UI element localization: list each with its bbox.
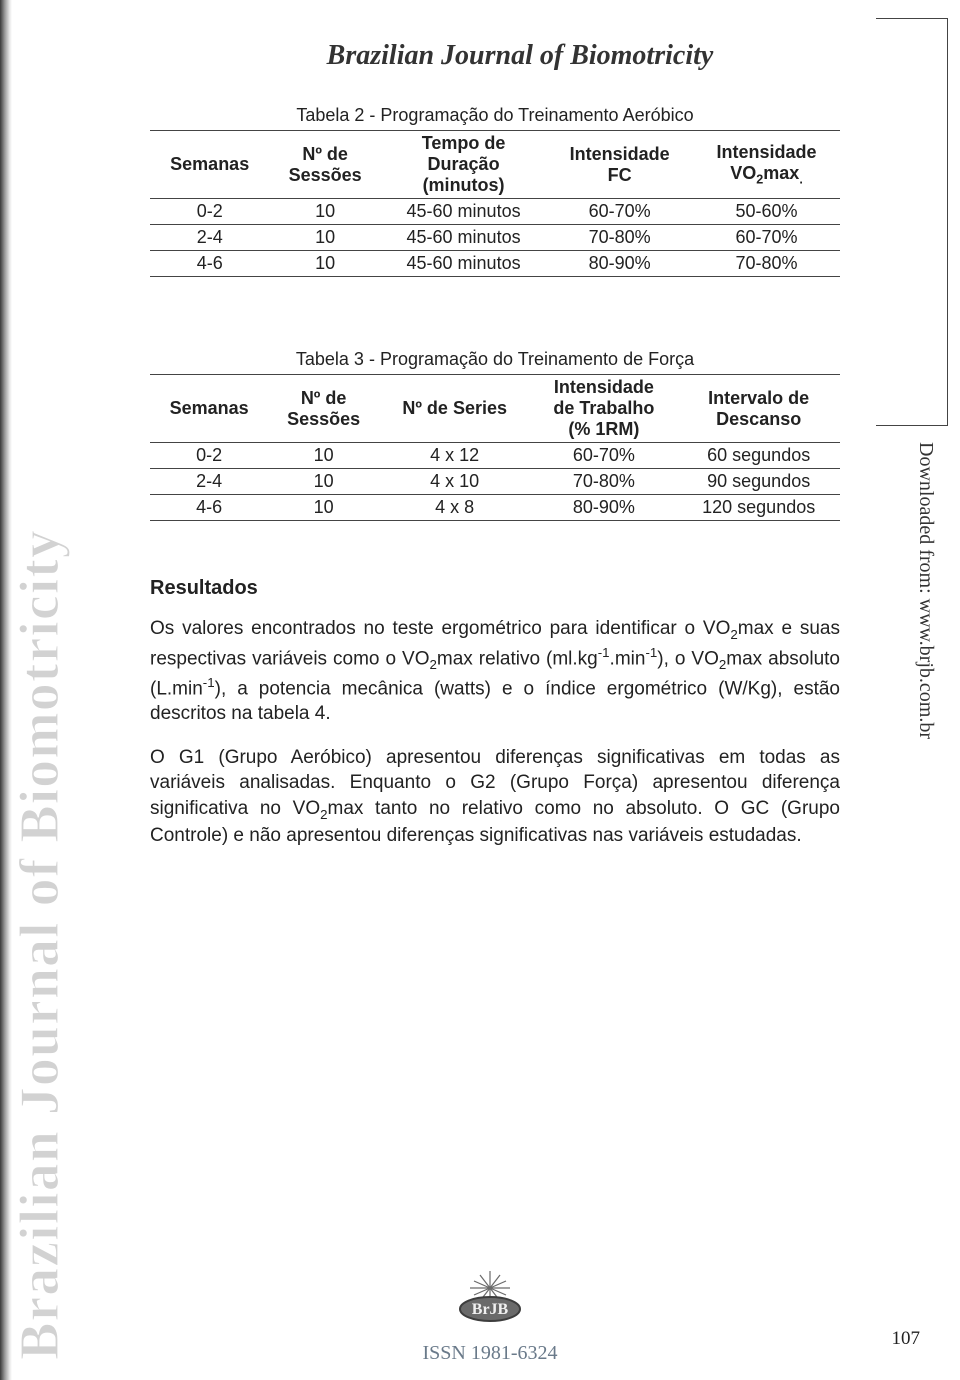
table3-col-0: Semanas — [150, 375, 268, 443]
svg-text:BrJB: BrJB — [472, 1301, 509, 1318]
table-row: 4-6 10 4 x 8 80-90% 120 segundos — [150, 495, 840, 521]
table-row: 2-4 10 4 x 10 70-80% 90 segundos — [150, 469, 840, 495]
table3-col-4: Intervalo deDescanso — [677, 375, 840, 443]
table2-col-1: Nº deSessões — [269, 131, 381, 199]
table3-col-3: Intensidadede Trabalho(% 1RM) — [530, 375, 677, 443]
svg-text:Brazilian Journal of Biomotric: Brazilian Journal of Biomotricity — [18, 529, 71, 1360]
resultados-p1: Os valores encontrados no teste ergométr… — [150, 616, 840, 727]
journal-title: Brazilian Journal of Biomotricity — [170, 40, 870, 72]
page-number: 107 — [892, 1328, 921, 1350]
table2-col-2: Tempo deDuração(minutos) — [381, 131, 546, 199]
table3: Semanas Nº deSessões Nº de Series Intens… — [150, 374, 840, 521]
downloaded-from-label: Downloaded from: www.brjb.com.br — [912, 430, 940, 1030]
resultados-p2: O G1 (Grupo Aeróbico) apresentou diferen… — [150, 745, 840, 849]
table-row: 4-6 10 45-60 minutos 80-90% 70-80% — [150, 251, 840, 277]
table-row: 2-4 10 45-60 minutos 70-80% 60-70% — [150, 225, 840, 251]
footer-issn: ISSN 1981-6324 — [360, 1342, 620, 1365]
table2: Semanas Nº deSessões Tempo deDuração(min… — [150, 130, 840, 277]
table-row: 0-2 10 45-60 minutos 60-70% 50-60% — [150, 199, 840, 225]
table3-col-1: Nº deSessões — [268, 375, 379, 443]
footer-logo: BrJB — [430, 1265, 550, 1327]
spine-shadow — [0, 0, 12, 1380]
table2-col-0: Semanas — [150, 131, 269, 199]
table-row: 0-2 10 4 x 12 60-70% 60 segundos — [150, 443, 840, 469]
table3-col-2: Nº de Series — [379, 375, 531, 443]
table2-caption: Tabela 2 - Programação do Treinamento Ae… — [150, 105, 840, 126]
vertical-journal-title: Brazilian Journal of Biomotricity — [18, 0, 98, 1380]
table3-caption: Tabela 3 - Programação do Treinamento de… — [150, 349, 840, 370]
table2-col-4: IntensidadeVO2max. — [693, 131, 840, 199]
svg-text:Downloaded from: www.brjb.com.: Downloaded from: www.brjb.com.br — [915, 442, 937, 739]
right-corner-box — [876, 18, 948, 426]
resultados-heading: Resultados — [150, 577, 840, 600]
table2-col-3: IntensidadeFC — [546, 131, 693, 199]
